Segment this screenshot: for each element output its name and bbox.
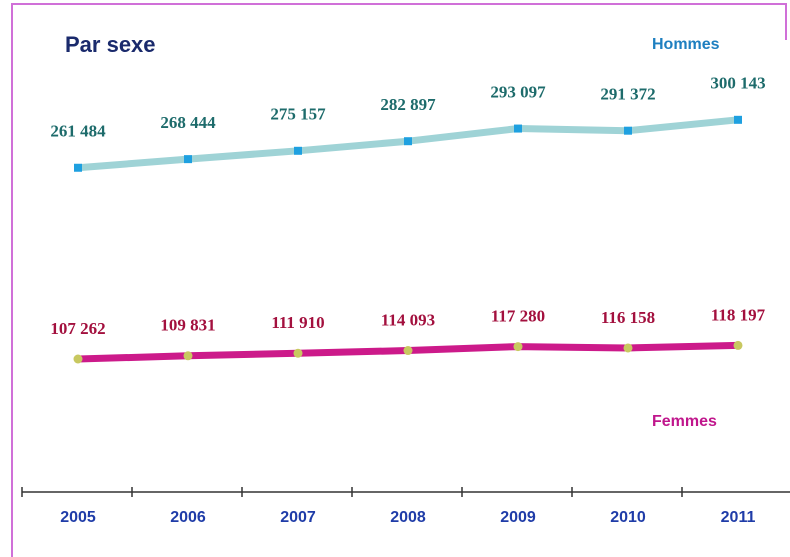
data-label: 282 897 [380, 95, 436, 114]
legend-label: Hommes [652, 36, 720, 53]
chart-title: Par sexe [65, 32, 156, 57]
marker [734, 115, 742, 124]
marker [733, 340, 743, 350]
marker [73, 354, 83, 364]
x-tick-label: 2009 [500, 509, 536, 526]
x-tick-label: 2006 [170, 509, 206, 526]
data-label: 109 831 [160, 316, 215, 335]
marker [74, 163, 82, 172]
data-label: 111 910 [271, 313, 324, 332]
marker [404, 137, 412, 146]
frame [11, 3, 787, 557]
data-label: 268 444 [160, 113, 216, 132]
data-label: 117 280 [491, 306, 545, 325]
data-label: 107 262 [50, 319, 105, 338]
marker [403, 346, 413, 356]
data-label: 293 097 [490, 82, 546, 101]
marker [184, 155, 192, 164]
marker [293, 348, 303, 358]
marker [294, 146, 302, 155]
data-label: 114 093 [381, 310, 435, 329]
x-tick-label: 2005 [60, 509, 96, 526]
legend-label: Femmes [652, 413, 717, 430]
x-tick-label: 2011 [721, 509, 756, 526]
data-label: 291 372 [600, 85, 655, 104]
marker [514, 124, 522, 133]
data-label: 300 143 [710, 74, 765, 93]
marker [624, 126, 632, 135]
x-tick-label: 2007 [280, 509, 316, 526]
data-label: 275 157 [270, 105, 326, 124]
marker [623, 343, 633, 353]
x-tick-label: 2008 [390, 509, 426, 526]
x-tick-label: 2010 [610, 509, 646, 526]
data-label: 118 197 [711, 305, 766, 324]
marker [183, 351, 193, 361]
marker [513, 342, 523, 352]
data-label: 116 158 [601, 308, 655, 327]
data-label: 261 484 [50, 122, 106, 141]
